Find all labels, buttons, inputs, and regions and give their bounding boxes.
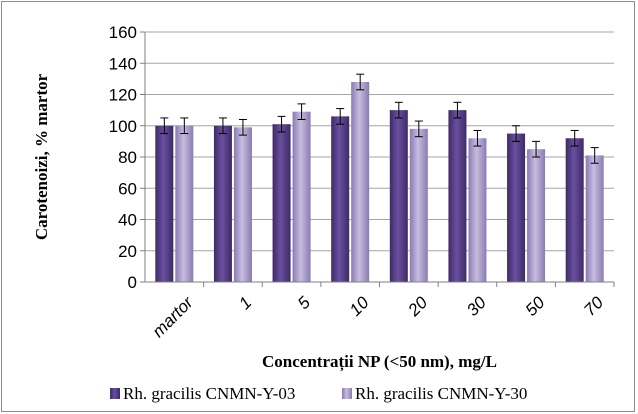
x-tick-label: 50: [522, 293, 549, 320]
legend-label: Rh. gracilis CNMN-Y-03: [123, 384, 295, 403]
y-tick-label: 0: [128, 273, 137, 292]
bar-y30-5: [292, 111, 311, 282]
x-tick-label: 70: [580, 293, 607, 320]
bar-y03-10: [331, 116, 350, 282]
x-tick-label: martor: [149, 292, 198, 341]
bar-y30-20: [409, 128, 428, 282]
bar-y30-martor: [175, 125, 194, 282]
y-tick-label: 100: [109, 117, 137, 136]
y-tick-label: 20: [118, 242, 137, 261]
bars: [155, 73, 604, 282]
x-tick-label: 10: [346, 293, 373, 320]
bar-y03-5: [272, 124, 291, 282]
y-tick-label: 40: [118, 211, 137, 230]
bar-y03-70: [565, 138, 584, 282]
x-tick-label: 20: [404, 293, 432, 321]
bar-y03-20: [389, 110, 408, 282]
y-tick-label: 60: [118, 179, 137, 198]
axes: [140, 31, 615, 287]
y-tick-label: 120: [109, 86, 137, 105]
x-axis-title: Concentrații NP (<50 nm), mg/L: [262, 352, 497, 372]
bar-y30-10: [351, 82, 370, 282]
y-tick-label: 160: [109, 23, 137, 42]
bar-y30-30: [468, 138, 487, 282]
bar-y03-50: [507, 133, 526, 282]
x-tick-label: 1: [235, 293, 255, 313]
bar-y03-martor: [155, 125, 174, 282]
legend: Rh. gracilis CNMN-Y-03 Rh. gracilis CNMN-…: [110, 384, 527, 403]
legend-swatch: [110, 388, 120, 399]
legend-label: Rh. gracilis CNMN-Y-30: [355, 384, 527, 403]
x-tick-label: 30: [463, 293, 490, 320]
bar-y30-50: [527, 149, 546, 282]
bar-y03-30: [448, 110, 467, 282]
legend-swatch: [342, 388, 352, 399]
bar-y30-1: [233, 127, 252, 282]
bar-y03-1: [213, 125, 232, 282]
y-tick-label: 80: [118, 148, 137, 167]
bar-y30-70: [585, 155, 604, 282]
y-axis-title: Carotenoizi, % martor: [32, 73, 51, 240]
y-tick-label: 140: [109, 54, 137, 73]
x-tick-label: 5: [294, 293, 315, 314]
